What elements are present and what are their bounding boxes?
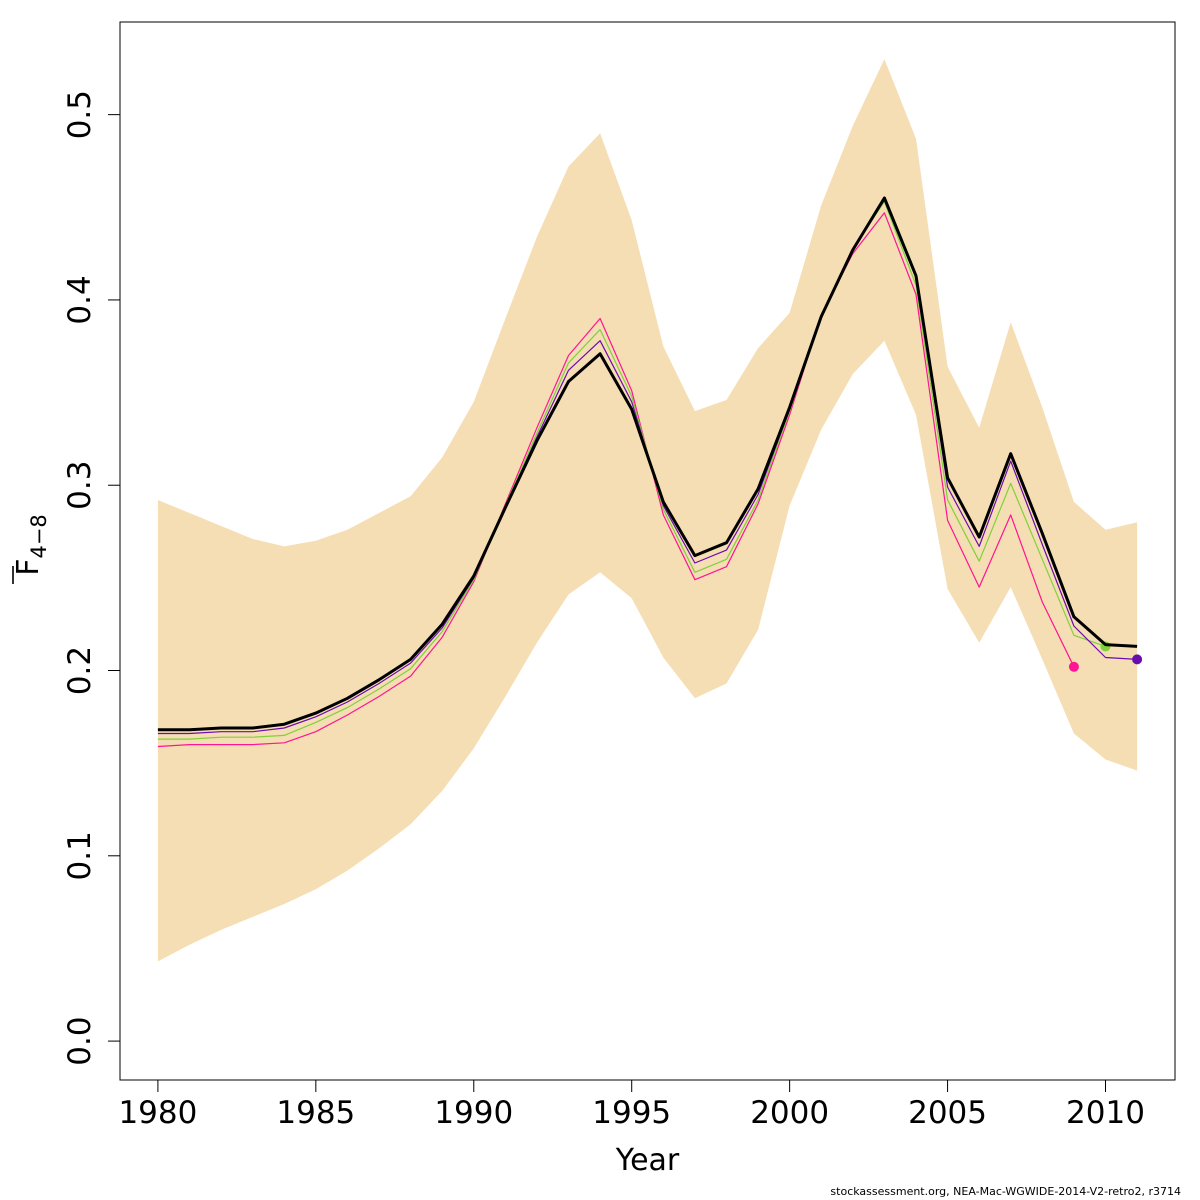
x-tick-label: 2010 — [1066, 1095, 1145, 1131]
series-line-3 — [157, 212, 1075, 748]
x-axis: 1980 1985 1990 1995 2000 2005 2010 — [118, 1079, 1145, 1131]
svg-text:F4−8: F4−8 — [11, 514, 51, 576]
series-line-0 — [157, 196, 1138, 732]
y-tick-label: 0.5 — [62, 90, 98, 139]
x-tick-label: 1980 — [118, 1095, 197, 1131]
y-tick-label: 0.2 — [62, 646, 98, 695]
y-axis-title-main: F — [11, 559, 46, 576]
y-tick-label: 0.4 — [62, 275, 98, 324]
confidence-band-layer — [157, 59, 1138, 962]
series-endpoint-3 — [1068, 661, 1079, 672]
x-tick-label: 2005 — [908, 1095, 987, 1131]
x-tick-label: 1985 — [276, 1095, 355, 1131]
footer-credit: stockassessment.org, NEA-Mac-WGWIDE-2014… — [830, 1185, 1181, 1198]
x-tick-label: 2000 — [750, 1095, 829, 1131]
y-axis-title: F4−8 — [11, 514, 51, 584]
x-tick-label: 1995 — [592, 1095, 671, 1131]
x-axis-title: Year — [615, 1143, 680, 1178]
y-tick-label: 0.0 — [62, 1016, 98, 1065]
y-axis: 0.0 0.1 0.2 0.3 0.4 0.5 — [62, 90, 121, 1066]
y-axis-title-subscript: 4−8 — [27, 514, 51, 558]
series-layer — [157, 196, 1143, 748]
confidence-band — [157, 59, 1138, 962]
x-tick-label: 1990 — [434, 1095, 513, 1131]
series-line-2 — [157, 201, 1106, 740]
y-tick-label: 0.3 — [62, 461, 98, 510]
y-tick-label: 0.1 — [62, 831, 98, 880]
series-endpoint-1 — [1132, 654, 1143, 665]
